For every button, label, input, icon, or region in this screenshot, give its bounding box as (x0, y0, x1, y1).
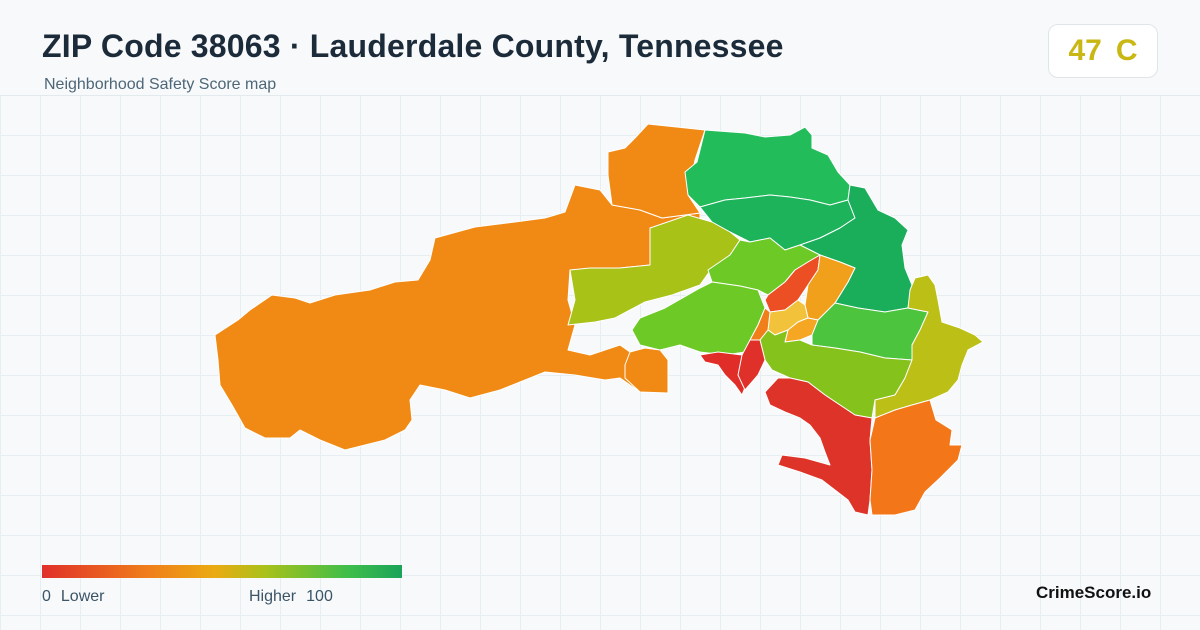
legend-max-label: Higher (249, 588, 297, 605)
legend-min-value: 0 (42, 588, 51, 605)
legend-color-scale (42, 565, 402, 578)
map-region[interactable] (764, 377, 873, 516)
map-region[interactable] (874, 274, 984, 419)
map-region[interactable] (624, 347, 669, 394)
map-region[interactable] (869, 399, 963, 516)
map-region[interactable] (567, 214, 741, 326)
map-region[interactable] (607, 123, 706, 219)
legend-high: Higher 100 (249, 588, 333, 606)
safety-score-value: 47 (1068, 34, 1102, 67)
legend-min-label: Lower (60, 588, 105, 605)
safety-score-grade: C (1115, 34, 1138, 67)
header-divider (0, 95, 1200, 96)
legend-low: 0 Lower (42, 588, 104, 606)
map-region[interactable] (214, 184, 701, 451)
page-title: ZIP Code 38063 · Lauderdale County, Tenn… (42, 28, 784, 64)
map-region[interactable] (737, 339, 766, 391)
brand-logo-text[interactable]: CrimeScore.io (1036, 583, 1152, 602)
legend-max-value: 100 (306, 588, 333, 605)
safety-score-card: 47 C (1048, 24, 1158, 78)
page-subtitle: Neighborhood Safety Score map (44, 76, 277, 93)
